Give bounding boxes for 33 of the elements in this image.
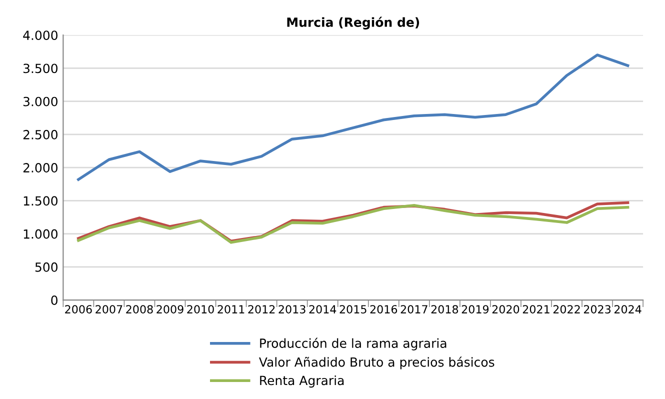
y-tick-label: 1.000 (24, 229, 58, 239)
x-tick-label: 2020 (492, 305, 520, 314)
x-tick-label: 2017 (400, 305, 428, 314)
y-tick-label: 3.500 (23, 64, 58, 74)
y-tick-label: 3.000 (23, 96, 58, 106)
x-tick-label: 2009 (156, 305, 184, 314)
y-tick-label: 500 (35, 262, 58, 272)
x-tick-label: 2008 (126, 305, 153, 314)
x-tick-label: 2013 (278, 305, 306, 314)
x-tick-label: 2022 (553, 305, 580, 314)
y-tick-label: 4.000 (23, 30, 58, 40)
legend-label: Valor Añadido Bruto a precios básicos (258, 356, 494, 370)
x-tick-label: 2014 (309, 305, 336, 314)
legend-label: Renta Agraria (260, 375, 344, 388)
x-tick-label: 2015 (340, 305, 366, 314)
y-tick-label: 1.500 (24, 196, 58, 206)
line-series (77, 54, 630, 181)
x-tick-label: 2024 (614, 305, 642, 314)
x-tick-label: 2012 (248, 305, 275, 314)
x-tick-label: 2021 (522, 305, 550, 314)
y-tick-label: 0 (51, 296, 58, 305)
y-tick-label: 2.500 (23, 130, 58, 140)
chart-title: Murcia (Región de) (287, 16, 420, 30)
x-tick-label: 2018 (431, 305, 458, 314)
x-tick-label: 2019 (462, 305, 489, 314)
y-tick-label: 2.000 (23, 163, 58, 173)
x-tick-label: 2011 (218, 305, 244, 314)
x-tick-label: 2010 (187, 305, 214, 314)
x-tick-label: 2006 (65, 305, 92, 314)
x-tick-label: 2007 (96, 305, 122, 314)
x-tick-label: 2023 (584, 305, 611, 314)
legend-label: Producción de la rama agraria (260, 338, 446, 350)
x-tick-label: 2016 (370, 305, 398, 314)
